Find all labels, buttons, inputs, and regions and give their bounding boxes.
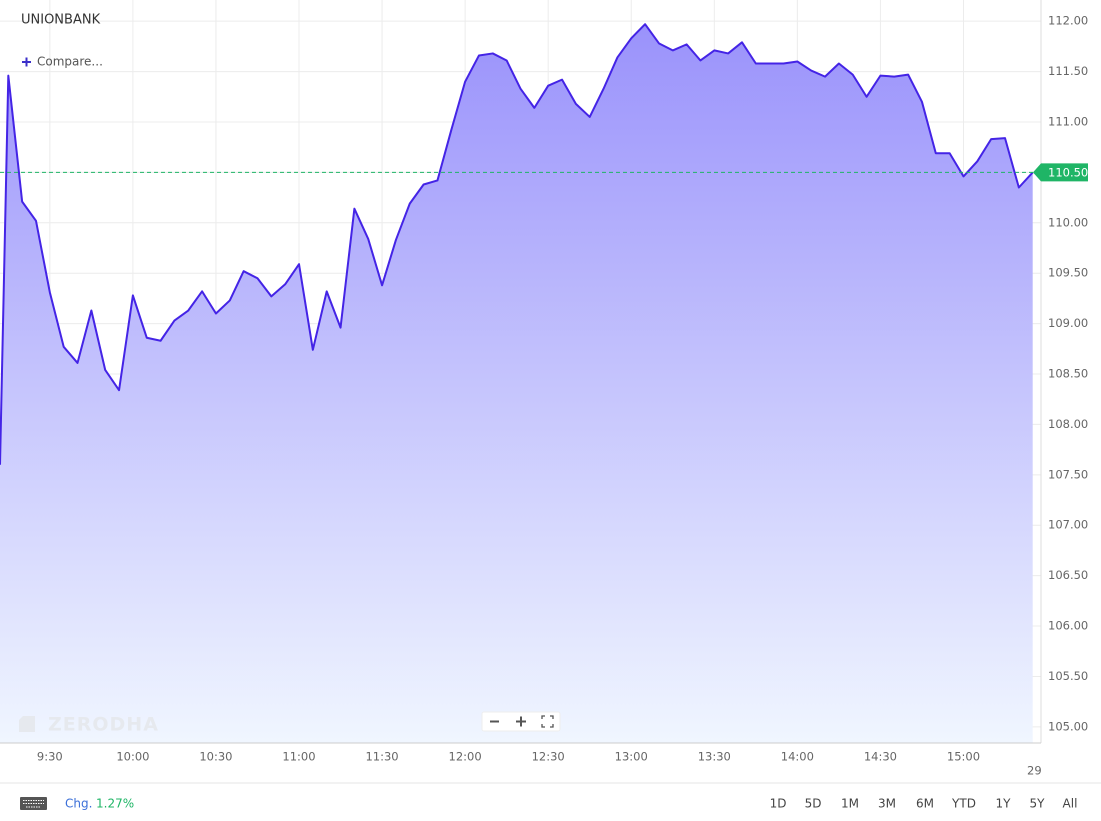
price-line (0, 23, 1034, 465)
range-button[interactable]: YTD (951, 797, 976, 811)
change-label: Chg. (65, 797, 92, 811)
range-selector: 1D 5D 1M 3M 6M YTD 1Y 5Y All (770, 797, 1078, 811)
range-button[interactable]: 1D (770, 797, 787, 811)
compare-button[interactable]: Compare... (22, 55, 103, 69)
date-label: 29 (1027, 764, 1042, 778)
range-button[interactable]: 3M (878, 797, 896, 811)
x-tick-label: 15:00 (947, 750, 980, 764)
x-tick-label: 11:00 (282, 750, 315, 764)
y-tick-label: 109.50 (1048, 266, 1088, 280)
y-tick-label: 108.00 (1048, 417, 1088, 431)
y-tick-label: 106.50 (1048, 568, 1088, 582)
x-tick-label: 14:00 (781, 750, 814, 764)
plot-area (0, 23, 1034, 743)
y-tick-label: 111.50 (1048, 64, 1088, 78)
fullscreen[interactable] (541, 715, 554, 728)
keyboard-icon[interactable] (20, 797, 47, 810)
watermark: ZERODHA (19, 714, 159, 736)
y-tick-label: 106.00 (1048, 619, 1088, 633)
y-tick-label: 109.00 (1048, 316, 1088, 330)
x-tick-label: 12:30 (532, 750, 565, 764)
range-button[interactable]: 6M (916, 797, 934, 811)
x-tick-label: 11:30 (365, 750, 398, 764)
y-tick-label: 112.00 (1048, 14, 1088, 28)
zoom-controls (481, 711, 561, 732)
y-tick-label: 110.00 (1048, 215, 1088, 229)
range-button[interactable]: 1Y (996, 797, 1012, 811)
y-tick-label: 107.00 (1048, 518, 1088, 532)
symbol-title: UNIONBANK (21, 13, 101, 28)
x-tick-label: 12:00 (449, 750, 482, 764)
x-tick-label: 10:00 (116, 750, 149, 764)
range-button[interactable]: 5D (805, 797, 822, 811)
watermark-text: ZERODHA (48, 714, 159, 736)
x-tick-label: 13:30 (698, 750, 731, 764)
zoom-in[interactable] (516, 716, 526, 727)
x-tick-label: 10:30 (199, 750, 232, 764)
last-price-tag (1033, 163, 1088, 182)
y-tick-label: 111.00 (1048, 114, 1088, 128)
y-tick-label: 107.50 (1048, 467, 1088, 481)
x-tick-label: 14:30 (864, 750, 897, 764)
y-tick-label: 108.50 (1048, 367, 1088, 381)
y-tick-label: 105.00 (1048, 719, 1088, 733)
last-price-label: 110.50 (1048, 165, 1088, 179)
range-button[interactable]: 1M (841, 797, 859, 811)
change-value: 1.27% (96, 797, 134, 811)
range-button[interactable]: 5Y (1030, 797, 1046, 811)
x-tick-label: 13:00 (615, 750, 648, 764)
range-button[interactable]: All (1063, 797, 1078, 811)
compare-label[interactable]: Compare... (37, 55, 103, 69)
x-tick-label: 9:30 (37, 750, 63, 764)
area-fill (0, 24, 1033, 743)
y-tick-label: 105.50 (1048, 669, 1088, 683)
